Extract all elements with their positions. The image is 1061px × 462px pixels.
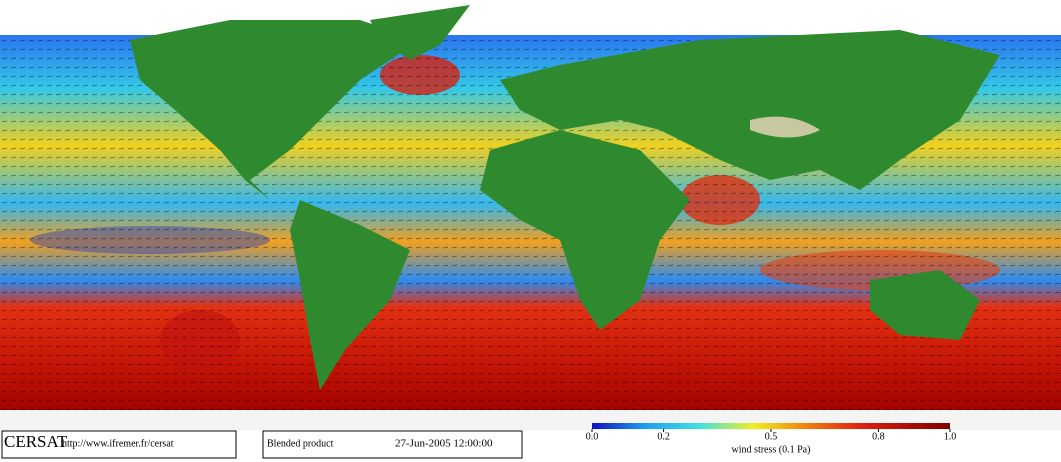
- colorbar-tick-label: 1.0: [944, 431, 957, 442]
- info-box: [1, 430, 237, 459]
- date: 27-Jun-2005 12:00:00: [395, 438, 493, 450]
- info-box: [262, 430, 523, 459]
- logo: CERSAT: [4, 432, 68, 451]
- colorbar-tick-label: 0.5: [765, 431, 778, 442]
- colorbar-tick-label: 0.0: [586, 431, 599, 442]
- colorbar-label: wind stress (0.1 Pa): [732, 444, 811, 455]
- product: Blended product: [267, 438, 334, 449]
- colorbar-tick-label: 0.8: [872, 431, 885, 442]
- map: [0, 5, 1061, 430]
- colorbar-ticks: 0.0 0.2 0.5 0.8 1.0: [586, 429, 957, 442]
- colorbar: [592, 423, 950, 429]
- colorbar-tick-label: 0.2: [657, 431, 670, 442]
- url: http://www.ifremer.fr/cersat: [62, 438, 174, 449]
